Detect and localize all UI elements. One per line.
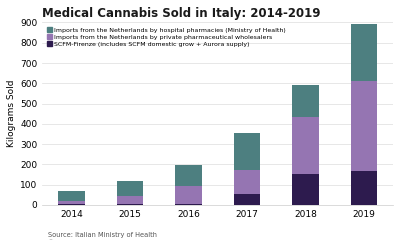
Y-axis label: Kilograms Sold: Kilograms Sold (7, 80, 16, 147)
Bar (234, 170, 260, 194)
Bar (292, 117, 318, 174)
Bar (175, 165, 202, 186)
Bar (351, 81, 377, 171)
Text: Source: Italian Ministry of Health: Source: Italian Ministry of Health (48, 232, 157, 238)
Bar (292, 85, 318, 117)
Bar (175, 186, 202, 204)
Legend: Imports from the Netherlands by hospital pharmacies (Ministry of Health), Import: Imports from the Netherlands by hospital… (45, 26, 287, 48)
Text: Medical Cannabis Sold in Italy: 2014-2019: Medical Cannabis Sold in Italy: 2014-201… (42, 7, 321, 20)
Bar (292, 174, 318, 205)
Bar (58, 201, 84, 204)
Bar (58, 191, 84, 201)
Bar (175, 204, 202, 205)
Bar (351, 171, 377, 205)
Bar (58, 204, 84, 205)
Bar (117, 197, 143, 204)
Bar (117, 204, 143, 205)
Bar (117, 181, 143, 197)
Bar (234, 133, 260, 170)
Text: © 2020 Marijuana Business Daily, a division of Anne Holland Ventures Inc. All ri: © 2020 Marijuana Business Daily, a divis… (48, 239, 328, 240)
Bar (351, 24, 377, 81)
Bar (234, 194, 260, 205)
